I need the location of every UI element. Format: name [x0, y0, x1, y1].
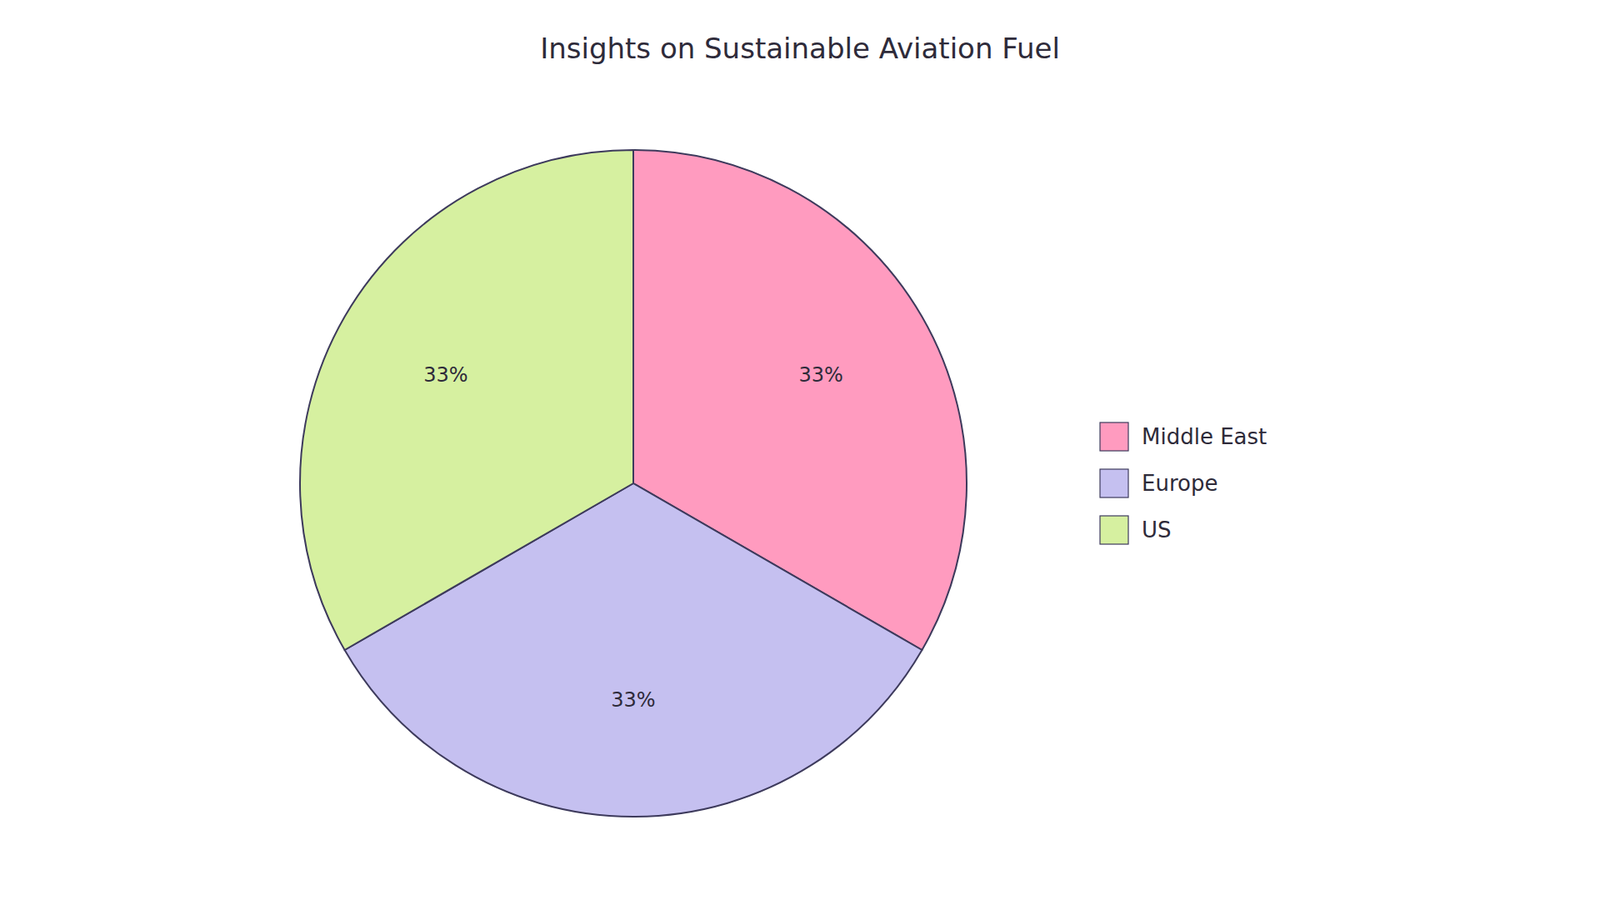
legend-label: US	[1141, 517, 1172, 543]
data-label: 33%	[798, 363, 843, 387]
legend-swatch	[1100, 422, 1129, 451]
pie-slice	[300, 150, 634, 650]
pie	[300, 150, 967, 817]
chart: Insights on Sustainable Aviation Fuel 33%…	[0, 0, 1600, 900]
legend-swatch	[1100, 515, 1129, 545]
legend-label: Middle East	[1141, 424, 1267, 450]
title: Insights on Sustainable Aviation Fuel	[540, 31, 1060, 65]
legend: Middle East Europe US	[1100, 422, 1267, 545]
legend-swatch	[1100, 469, 1129, 498]
data-label: 33%	[423, 363, 468, 387]
legend-label: Europe	[1141, 470, 1218, 496]
background	[0, 0, 1600, 900]
data-label: 33%	[610, 688, 655, 712]
